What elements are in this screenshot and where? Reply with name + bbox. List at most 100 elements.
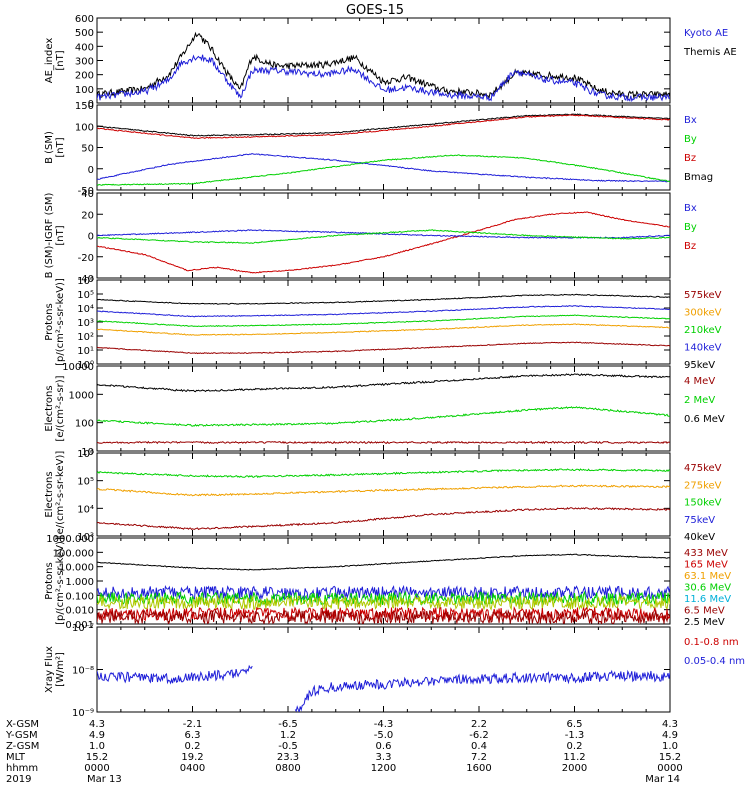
y-tick-label: 10 — [81, 447, 94, 458]
y-tick-label: 400 — [75, 42, 94, 53]
y-tick-label: 150 — [75, 101, 94, 112]
footer-value: Mar 14 — [645, 774, 680, 785]
series-line — [97, 406, 670, 427]
y-tick-label: 10⁻⁷ — [72, 623, 94, 634]
series-line — [97, 606, 670, 623]
footer-row-label: hhmm — [6, 763, 38, 774]
footer-value: -6.5 — [278, 719, 298, 730]
legend-entry: By — [684, 222, 697, 233]
y-tick-label: 10⁵ — [77, 290, 94, 301]
panel-4: 10⁰ 10¹ 10² 10³ 10⁴ 10⁵ 10⁶ Protons [p/(cm²-s-sr… — [44, 276, 722, 371]
legend-entry: Bz — [684, 153, 696, 164]
y-axis-label: [nT] — [55, 225, 66, 245]
legend-entry: 150keV — [684, 498, 722, 509]
footer-value: 7.2 — [471, 752, 487, 763]
y-tick-label: 500 — [75, 28, 94, 39]
footer-ephemeris: X-GSMY-GSMZ-GSMMLThhmm20194.34.91.015.20… — [5, 719, 683, 785]
y-tick-label: 1000 — [69, 390, 94, 401]
legend-entry: Bx — [684, 203, 697, 214]
series-line — [97, 113, 670, 137]
series-line — [97, 664, 253, 685]
footer-value: 6.3 — [185, 730, 201, 741]
legend-entry: Themis AE — [683, 47, 737, 58]
footer-row-label: Z-GSM — [6, 741, 39, 752]
y-axis-label: B (SM)-IGRF (SM) — [44, 193, 55, 279]
footer-value: 4.9 — [89, 730, 105, 741]
footer-value: 0000 — [657, 763, 682, 774]
y-axis-label: [p/(cm²-s-sr-keV)] — [55, 537, 66, 625]
y-tick-label: 10² — [77, 332, 94, 343]
legend-entry: 210keV — [684, 325, 722, 336]
footer-row-label: MLT — [6, 752, 26, 763]
series-line — [97, 594, 670, 611]
footer-value: 6.5 — [567, 719, 583, 730]
series-line — [97, 153, 670, 183]
footer-value: -4.3 — [374, 719, 394, 730]
legend-entry: 165 MeV — [684, 560, 728, 571]
footer-row-label: Y-GSM — [5, 730, 38, 741]
footer-value: 4.3 — [662, 719, 678, 730]
legend-entry: 140keV — [684, 343, 722, 354]
panel-8: 10⁻⁹ 10⁻⁸ 10⁻⁷ Xray Flux [W/m²] 0.1-0.8 nm 0.0… — [44, 623, 745, 719]
legend-entry: 433 MeV — [684, 548, 728, 559]
legend-entry: Bx — [684, 115, 697, 126]
footer-value: -1.3 — [565, 730, 585, 741]
y-axis-label: [nT] — [55, 50, 66, 70]
legend-entry: 2 MeV — [684, 395, 715, 406]
panel-5: 10 100 1000 10000 Electrons [e/(cm²-s-sr)] 4 M… — [44, 362, 725, 458]
footer-row-label: X-GSM — [6, 719, 39, 730]
y-tick-label: 10⁴ — [77, 504, 94, 515]
footer-value: -2.1 — [183, 719, 203, 730]
y-axis-label: [e/(cm²-s-sr)] — [55, 375, 66, 441]
footer-value: 1.0 — [89, 741, 105, 752]
y-tick-label: -50 — [78, 186, 94, 197]
y-tick-label: -20 — [78, 253, 94, 264]
panel-7: 0.001 0.010 0.100 1.000 10.000 100.000 1000.00… — [44, 534, 731, 631]
legend-entry: Bz — [684, 241, 696, 252]
series-line — [97, 154, 670, 186]
footer-value: -6.2 — [469, 730, 489, 741]
panel-3: -40 -20 0 20 40 B (SM)-IGRF (SM) [nT] Bx By Bz — [44, 189, 697, 285]
y-tick-label: 0.100 — [65, 591, 94, 602]
y-axis-label: [W/m²] — [55, 652, 66, 687]
series-line — [97, 468, 670, 479]
series-line — [294, 669, 670, 712]
y-tick-label: 300 — [75, 57, 94, 68]
panel-frame — [96, 279, 671, 365]
series-line — [97, 229, 670, 244]
y-tick-label: 10⁰ — [77, 360, 94, 371]
footer-value: 0.2 — [185, 741, 201, 752]
y-tick-label: 10³ — [77, 532, 94, 543]
y-axis-label: Electrons — [44, 471, 55, 517]
series-line — [97, 314, 670, 328]
y-axis-label: Xray Flux — [44, 646, 55, 693]
y-tick-label: 10⁶ — [77, 449, 94, 460]
footer-value: 4.3 — [89, 719, 105, 730]
series-line — [97, 440, 670, 445]
y-axis-label: B (SM) — [44, 131, 55, 164]
series-line — [97, 484, 670, 497]
y-tick-label: -40 — [78, 274, 94, 285]
y-tick-label: 10³ — [77, 318, 94, 329]
y-tick-label: 0 — [88, 232, 94, 243]
footer-value: -0.5 — [278, 741, 298, 752]
footer-row-label: 2019 — [6, 774, 31, 785]
footer-value: 0400 — [180, 763, 205, 774]
legend-entry: 30.6 MeV — [684, 583, 731, 594]
legend-entry: 2.5 MeV — [684, 617, 725, 628]
footer-value: 0.4 — [471, 741, 487, 752]
legend-entry: 6.5 MeV — [684, 606, 725, 617]
y-tick-label: 1.000 — [65, 577, 94, 588]
y-tick-label: 10¹ — [77, 346, 94, 357]
legend-entry: 300keV — [684, 308, 722, 319]
panel-frame — [96, 626, 671, 713]
y-tick-label: 50 — [81, 144, 94, 155]
y-axis-label: [p/(cm²-s-sr-keV)] — [55, 278, 66, 366]
footer-value: 0.6 — [376, 741, 392, 752]
footer-value: 1.2 — [280, 730, 296, 741]
legend-entry: 95keV — [684, 360, 715, 371]
series-line — [97, 31, 670, 100]
footer-value: 3.3 — [376, 752, 392, 763]
y-axis-label: Protons — [44, 562, 55, 599]
y-tick-label: 0.010 — [65, 606, 94, 617]
